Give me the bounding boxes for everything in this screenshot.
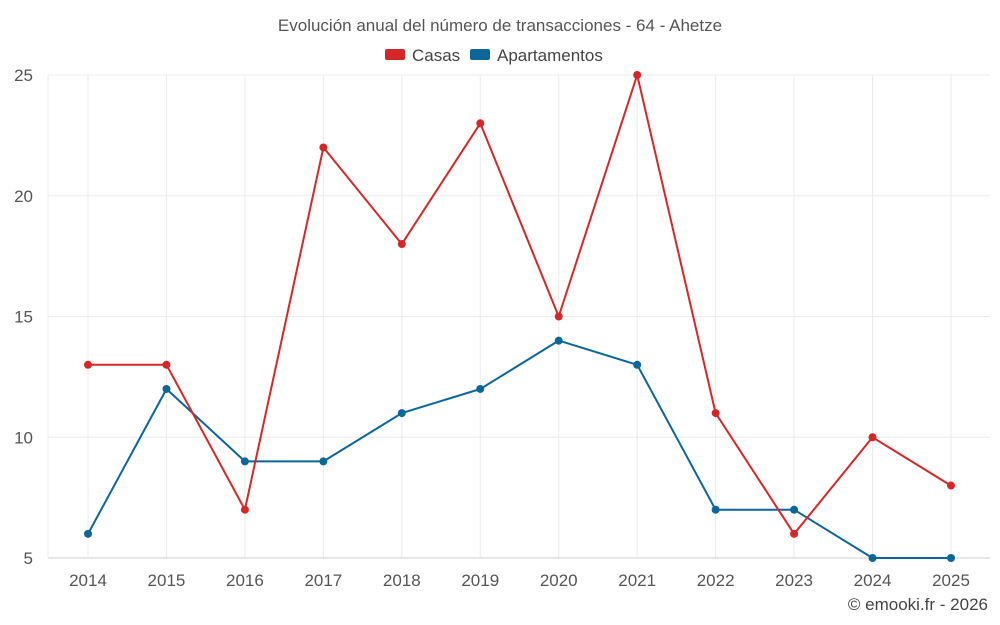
data-point-apartamentos-2023	[790, 505, 799, 514]
x-tick-label: 2021	[618, 571, 656, 590]
x-tick-label: 2017	[304, 571, 342, 590]
data-point-casas-2025	[947, 481, 955, 490]
data-point-apartamentos-2014	[84, 529, 92, 538]
data-point-casas-2024	[868, 433, 877, 442]
legend-label-casas: Casas	[412, 46, 460, 65]
x-axis: 2014 2015 2016 2017 2018 2019 2020 2021 2022 2023…	[48, 557, 990, 590]
y-tick-label: 25	[14, 66, 33, 85]
chart-title: Evolución anual del número de transaccio…	[278, 16, 722, 35]
credit-text: © emooki.fr - 2026	[848, 595, 988, 614]
x-tick-label: 2024	[854, 571, 892, 590]
data-point-casas-2015	[162, 360, 171, 369]
legend-label-apartamentos: Apartamentos	[497, 46, 603, 65]
x-tick-label: 2016	[226, 571, 264, 590]
data-point-casas-2014	[84, 360, 92, 369]
y-tick-label: 10	[14, 428, 33, 447]
series-layer	[84, 71, 955, 562]
data-point-casas-2019	[476, 119, 485, 128]
data-point-apartamentos-2016	[240, 457, 249, 466]
grid	[47, 74, 990, 558]
data-point-apartamentos-2022	[711, 505, 720, 514]
series-line-apartamentos	[87, 339, 952, 559]
data-point-casas-2018	[397, 240, 406, 249]
x-tick-label: 2023	[775, 571, 813, 590]
y-axis: 5 10 15 20 25	[14, 66, 33, 568]
data-point-apartamentos-2017	[319, 457, 328, 466]
data-point-apartamentos-2019	[476, 384, 485, 393]
x-tick-label: 2015	[148, 571, 186, 590]
x-tick-label: 2019	[461, 571, 499, 590]
data-point-apartamentos-2018	[397, 409, 406, 418]
x-tick-label: 2022	[697, 571, 735, 590]
x-tick-label: 2018	[383, 571, 421, 590]
legend: Casas Apartamentos	[385, 46, 603, 65]
data-point-casas-2016	[240, 505, 249, 514]
data-point-apartamentos-2015	[162, 384, 171, 393]
series-line-casas	[87, 74, 952, 535]
data-point-casas-2022	[711, 409, 720, 418]
data-point-casas-2023	[790, 529, 799, 538]
y-tick-label: 15	[14, 308, 33, 327]
data-point-casas-2021	[633, 71, 642, 79]
y-tick-label: 5	[24, 549, 33, 568]
x-tick-label: 2014	[69, 571, 107, 590]
data-point-apartamentos-2020	[554, 336, 563, 345]
x-tick-label: 2020	[540, 571, 578, 590]
data-point-apartamentos-2025	[947, 554, 955, 562]
data-point-casas-2020	[554, 312, 563, 321]
x-tick-label: 2025	[932, 571, 970, 590]
data-point-casas-2017	[319, 143, 328, 152]
y-tick-label: 20	[14, 187, 33, 206]
legend-swatch-casas	[385, 49, 405, 60]
legend-swatch-apartamentos	[470, 49, 490, 60]
data-point-apartamentos-2021	[633, 360, 642, 369]
data-point-apartamentos-2024	[868, 554, 877, 562]
